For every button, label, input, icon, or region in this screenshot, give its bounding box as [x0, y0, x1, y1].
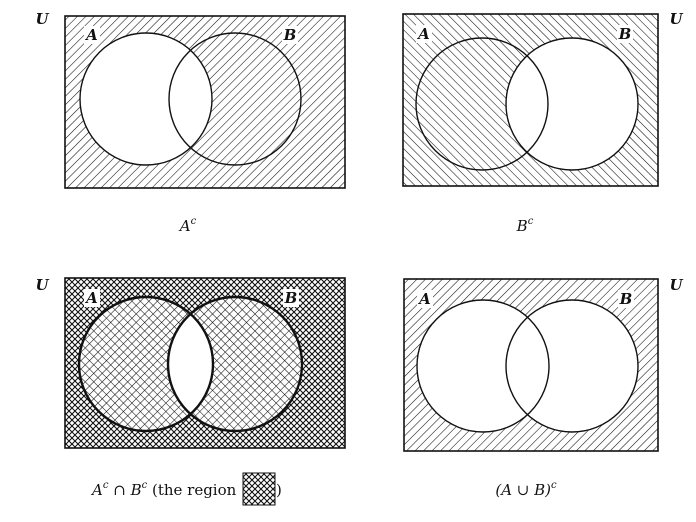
- universe-rect: [64, 15, 346, 189]
- universe-label: U: [35, 10, 49, 28]
- set-a-label: A: [417, 290, 431, 308]
- universe-rect: [402, 13, 659, 187]
- set-a-label: A: [84, 289, 98, 307]
- panel-a-union-b-complement: A B U (A ∪ B)c: [403, 276, 683, 499]
- crosshatch-legend-swatch: [242, 472, 276, 506]
- universe-label: U: [669, 276, 683, 294]
- caption-a-c-intersect-b-c: Ac ∩ Bc (the region: [90, 480, 237, 499]
- universe-label: U: [35, 276, 49, 294]
- hatched-b-only: [78, 296, 302, 432]
- caption-close-paren: ): [276, 481, 282, 499]
- universe-label: U: [669, 10, 683, 28]
- caption-a-union-b-complement: (A ∪ B)c: [495, 480, 557, 499]
- circle-a: [79, 32, 213, 166]
- panel-b-complement: A B U Bc: [402, 10, 683, 235]
- set-a-label: A: [416, 25, 430, 43]
- circle-b: [168, 32, 302, 166]
- circle-a: [77, 295, 215, 433]
- circle-b: [505, 37, 639, 171]
- panel-a-c-intersect-b-c: A B U Ac ∩ Bc (the region ): [35, 276, 346, 506]
- set-b-label: B: [618, 25, 632, 43]
- set-a-label: A: [84, 26, 98, 44]
- hatched-region-a-complement: [65, 16, 345, 188]
- hatched-region-b-complement: [403, 14, 658, 186]
- circle-b: [505, 299, 639, 433]
- set-b-label: B: [284, 289, 298, 307]
- universe-rect: [64, 277, 346, 449]
- set-b-label: B: [619, 290, 633, 308]
- circle-b: [166, 295, 304, 433]
- caption-a-complement: Ac: [178, 216, 197, 235]
- caption-b-complement: Bc: [516, 216, 534, 235]
- set-b-label: B: [283, 26, 297, 44]
- circle-a: [416, 299, 550, 433]
- universe-rect: [403, 278, 659, 452]
- panel-a-complement: A B U Ac: [35, 10, 346, 235]
- circle-a: [415, 37, 549, 171]
